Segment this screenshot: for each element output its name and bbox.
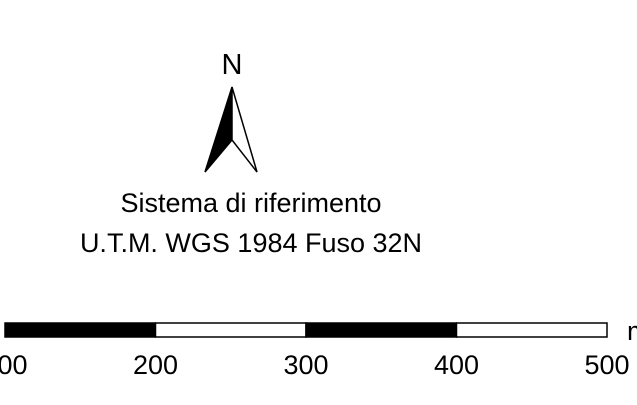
- scale-tick-label: 300: [283, 350, 328, 380]
- scale-tick-label: 400: [434, 350, 479, 380]
- reference-line: Sistema di riferimento: [120, 188, 381, 218]
- scale-segment: [305, 322, 458, 338]
- reference-line: U.T.M. WGS 1984 Fuso 32N: [80, 228, 422, 258]
- scale-segment: [154, 322, 307, 338]
- scale-segment: [455, 322, 608, 338]
- north-arrow-right: [231, 86, 258, 173]
- scale-tick-label: 100: [0, 350, 28, 380]
- scale-bar: 100 200 300 400 500 m: [0, 316, 637, 380]
- scale-unit: m: [627, 316, 637, 346]
- scale-tick-label: 200: [133, 350, 178, 380]
- north-arrow-left: [204, 86, 233, 173]
- north-label: N: [222, 49, 243, 81]
- scale-segment: [4, 322, 157, 338]
- scale-tick-label: 500: [584, 350, 629, 380]
